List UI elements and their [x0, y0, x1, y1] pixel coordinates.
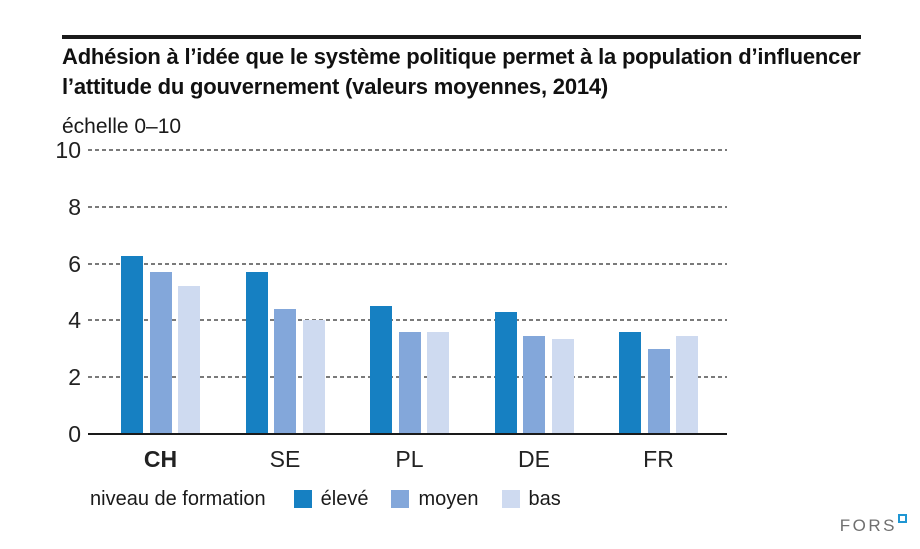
bar-PL-bas — [427, 332, 449, 434]
legend-item-moyen: moyen — [391, 487, 479, 511]
bar-SE-moyen — [274, 309, 296, 434]
bar-PL-moyen — [398, 332, 421, 434]
legend-item-bas: bas — [501, 487, 561, 511]
gridline — [88, 205, 727, 208]
bar-CH-élevé — [121, 256, 143, 434]
legend-item-label: moyen — [418, 487, 479, 510]
y-tick-label: 2 — [68, 364, 81, 391]
bar-SE-élevé — [245, 272, 268, 434]
x-axis-label-DE: DE — [518, 446, 550, 472]
bar-FR-moyen — [647, 349, 670, 434]
x-axis-line — [88, 433, 727, 435]
y-tick-label: 6 — [68, 250, 81, 277]
bas-swatch-icon — [501, 490, 520, 508]
fors-logo: FORS — [839, 514, 907, 536]
bar-FR-élevé — [619, 332, 641, 434]
y-tick-label: 8 — [68, 193, 81, 220]
y-axis-unit-label: échelle 0–10 — [62, 115, 182, 138]
fors-logo-text: FORS — [839, 516, 897, 535]
x-axis-label-PL: PL — [395, 446, 424, 472]
bar-SE-bas — [302, 320, 325, 434]
legend-item-label: élevé — [320, 487, 369, 510]
bar-FR-bas — [676, 336, 698, 434]
y-tick-label: 10 — [55, 137, 81, 163]
x-axis-label-CH: CH — [143, 446, 178, 472]
bar-DE-élevé — [494, 312, 517, 434]
bar-DE-bas — [551, 339, 574, 434]
bar-PL-élevé — [370, 306, 392, 434]
eleve-swatch-icon — [293, 490, 312, 508]
title-rule — [62, 35, 861, 39]
y-tick-label: 4 — [68, 307, 81, 334]
gridline — [88, 262, 727, 265]
chart-title: Adhésion à l’idée que le système politiq… — [62, 44, 861, 99]
legend-item-eleve: élevé — [293, 487, 369, 511]
y-tick-label: 0 — [68, 421, 81, 447]
moyen-swatch-icon — [391, 490, 410, 508]
fors-logo-square-icon — [898, 514, 907, 523]
plot-area — [88, 149, 727, 435]
legend-item-label: bas — [528, 487, 561, 510]
x-axis-label-FR: FR — [643, 446, 674, 472]
legend-title: niveau de formation — [90, 487, 266, 510]
gridline — [88, 149, 727, 151]
bar-DE-moyen — [523, 336, 545, 434]
bar-CH-bas — [178, 286, 200, 434]
x-axis-label-SE: SE — [269, 446, 301, 472]
gridline — [88, 319, 727, 322]
legend: niveau de formation élevé moyen bas — [90, 486, 584, 512]
bar-CH-moyen — [149, 272, 172, 434]
